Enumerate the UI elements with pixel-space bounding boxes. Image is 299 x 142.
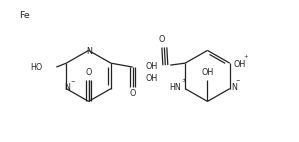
Text: HO: HO: [30, 63, 42, 72]
Text: O: O: [158, 35, 164, 44]
Text: O: O: [86, 68, 92, 77]
Text: HN: HN: [170, 83, 181, 92]
Text: +: +: [243, 54, 248, 59]
Text: −: −: [70, 79, 74, 84]
Text: OH: OH: [201, 68, 213, 77]
Text: N: N: [87, 47, 92, 56]
Text: OH: OH: [234, 60, 246, 69]
Text: N: N: [64, 83, 70, 92]
Text: O: O: [129, 89, 136, 98]
Text: N: N: [232, 83, 238, 92]
Text: ±: ±: [182, 78, 186, 83]
Text: −: −: [236, 78, 240, 83]
Text: OH: OH: [145, 74, 158, 83]
Text: OH: OH: [146, 62, 158, 71]
Text: Fe: Fe: [19, 11, 30, 20]
